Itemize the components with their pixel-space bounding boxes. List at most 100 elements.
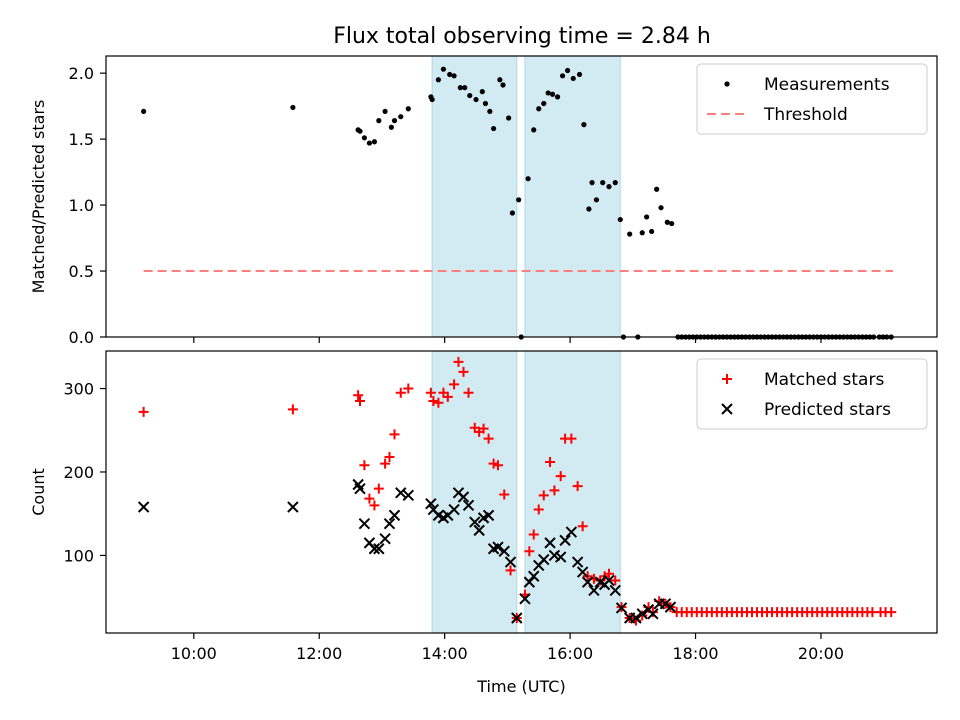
- legend-label: Measurements: [764, 75, 890, 95]
- measurement-point: [600, 180, 606, 186]
- matched-star-point: [449, 379, 460, 390]
- matched-star-point: [369, 500, 380, 511]
- predicted-star-point: [368, 543, 381, 555]
- matched-star-point: [380, 458, 391, 469]
- top-panel: 0.0 0.5 1.0 1.5 2.0 Matched/Predicted stars Me…: [29, 55, 938, 347]
- measurement-point: [617, 216, 623, 223]
- observing-window-band: [524, 350, 621, 634]
- predicted-star-point: [609, 584, 621, 597]
- predicted-star-point: [519, 593, 531, 605]
- matched-star-point: [524, 546, 535, 557]
- x-axis-label: Time (UTC): [476, 677, 565, 696]
- matched-star-point: [463, 387, 474, 398]
- measurement-point: [440, 66, 447, 72]
- matched-star-point: [886, 607, 897, 618]
- measurement-point: [429, 96, 435, 103]
- matched-star-point: [373, 483, 384, 494]
- predicted-star-point: [137, 501, 150, 513]
- measurement-point: [554, 94, 561, 100]
- measurement-point: [576, 71, 583, 78]
- predicted-star-point: [448, 503, 460, 516]
- predicted-star-point: [554, 551, 567, 563]
- predicted-star-point: [498, 545, 510, 557]
- measurement-point: [141, 108, 147, 115]
- predicted-star-point: [354, 482, 366, 495]
- measurement-point: [391, 118, 398, 124]
- measurement-point: [516, 197, 522, 203]
- matched-star-point: [505, 565, 516, 576]
- matched-star-point: [483, 433, 494, 444]
- measurement-point: [570, 75, 576, 82]
- matched-star-point: [433, 397, 444, 408]
- measurement-point: [541, 100, 547, 107]
- legend-frame: [696, 358, 928, 430]
- matched-star-point: [442, 391, 453, 402]
- y-tick-label: 100: [63, 546, 94, 565]
- measurement-point: [589, 180, 595, 186]
- x-tick-label: 12:00: [296, 644, 342, 663]
- predicted-star-point: [538, 553, 550, 566]
- legend-matched-marker: [722, 374, 732, 384]
- measurement-point: [654, 186, 660, 192]
- measurement-point: [497, 77, 503, 83]
- measurement-point: [644, 214, 650, 220]
- observing-window-band: [431, 55, 518, 338]
- predicted-star-point: [615, 602, 628, 614]
- measurement-point: [564, 67, 571, 74]
- predicted-star-point: [576, 566, 589, 578]
- y-tick-label: 200: [63, 463, 94, 482]
- matched-star-point: [610, 575, 621, 586]
- measurement-point: [371, 139, 378, 145]
- predicted-star-point: [603, 574, 615, 587]
- legend-label: Threshold: [763, 105, 848, 125]
- matched-star-point: [355, 396, 366, 407]
- y-tick-label: 0.5: [69, 262, 94, 281]
- predicted-star-point: [544, 537, 556, 549]
- measurement-point: [606, 184, 612, 190]
- legend-frame: [696, 63, 928, 135]
- measurement-point: [473, 96, 479, 103]
- matched-star-point: [492, 460, 503, 471]
- matched-star-point: [566, 433, 577, 444]
- measurement-point: [398, 114, 404, 120]
- matched-star-point: [555, 471, 566, 482]
- measurement-point: [479, 89, 485, 95]
- measurement-point: [658, 205, 664, 211]
- predicted-star-point: [358, 517, 371, 530]
- measurement-point: [500, 82, 506, 88]
- predicted-star-point: [523, 576, 536, 588]
- matched-star-point: [403, 383, 414, 394]
- matched-star-point: [384, 451, 395, 462]
- y-tick-label: 0.0: [69, 328, 94, 347]
- predicted-star-point: [482, 509, 495, 522]
- measurement-point: [457, 85, 463, 91]
- measurement-point: [388, 124, 394, 130]
- measurement-point: [490, 125, 497, 132]
- predicted-star-point: [462, 499, 475, 512]
- measurement-point: [366, 140, 373, 146]
- measurement-point: [549, 91, 556, 97]
- measurement-point: [525, 176, 531, 182]
- predicted-star-point: [402, 489, 415, 502]
- measurement-point: [376, 118, 382, 124]
- predicted-star-point: [511, 612, 523, 624]
- measurement-point: [509, 210, 516, 216]
- matched-star-point: [603, 568, 614, 579]
- matched-star-point: [538, 490, 549, 501]
- measurement-point: [482, 100, 489, 107]
- measurement-point: [581, 122, 587, 128]
- measurement-point: [664, 219, 670, 225]
- predicted-star-point: [636, 608, 648, 620]
- predicted-star-point: [659, 598, 672, 610]
- axes-frame: [105, 55, 938, 338]
- series-predicted-stars: [137, 478, 677, 624]
- predicted-star-point: [379, 533, 391, 545]
- predicted-star-point: [504, 556, 517, 568]
- matched-star-point: [488, 458, 499, 469]
- matched-star-point: [353, 390, 364, 401]
- matched-star-point: [389, 429, 400, 440]
- measurement-point: [649, 228, 655, 235]
- predicted-star-point: [559, 534, 571, 547]
- predicted-star-point: [571, 556, 584, 568]
